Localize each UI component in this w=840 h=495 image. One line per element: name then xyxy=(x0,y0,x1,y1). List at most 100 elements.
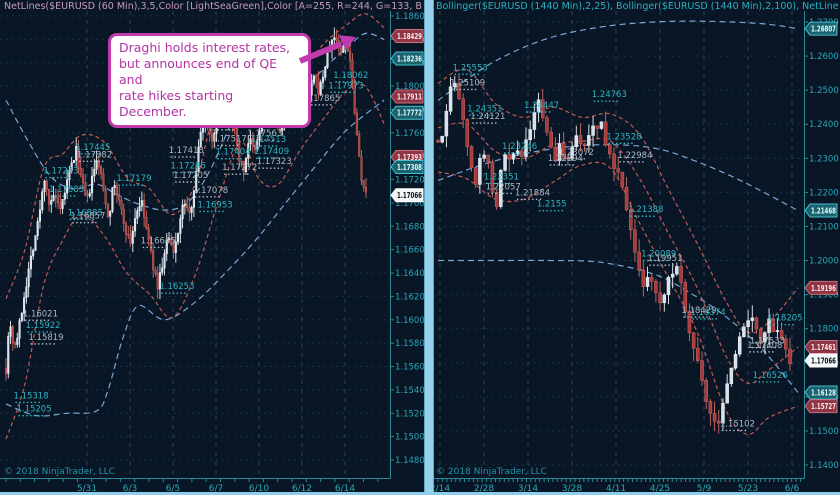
indicator-price-badge xyxy=(804,399,838,414)
annotation-callout[interactable]: Draghi holds interest rates, but announc… xyxy=(108,33,311,128)
price-axis-label: 1.1760 xyxy=(395,129,424,139)
price-axis-label: 1.1700 xyxy=(395,199,424,209)
candle-up xyxy=(725,383,729,404)
netlines-price-label: 1.15819 xyxy=(28,333,63,343)
candle-up xyxy=(88,192,91,197)
candle-down xyxy=(541,99,545,118)
lower-band-red-line xyxy=(5,83,385,440)
candle-up xyxy=(197,146,200,172)
netlines-price-label: 1.25109 xyxy=(450,78,485,88)
netlines-price-label: 1.23246 xyxy=(502,142,537,152)
candle-up xyxy=(599,121,604,129)
date-label: 4/25 xyxy=(650,484,670,494)
price-axis-label: 1.1680 xyxy=(395,222,424,232)
candle-down xyxy=(124,223,128,235)
candle-down xyxy=(717,420,721,424)
price-badge-label: 1.17308 xyxy=(397,163,422,172)
netlines-price-label: 1.17973 xyxy=(328,81,363,91)
candle-down xyxy=(4,368,8,374)
price-badge-label: 1.19196 xyxy=(811,284,836,293)
netlines-price-label: 1.16253 xyxy=(159,282,194,292)
lower-band-blue-line xyxy=(5,99,385,417)
bollinger-100-upper-line xyxy=(437,20,799,101)
candle-up xyxy=(328,48,331,53)
price-badge-label: 1.17066 xyxy=(397,191,422,200)
candle-up xyxy=(195,171,198,191)
candle-down xyxy=(59,202,62,209)
candle-down xyxy=(545,117,549,133)
candle-down xyxy=(172,244,175,253)
indicator-price-badge xyxy=(390,51,424,66)
candle-down xyxy=(649,277,654,282)
candle-down xyxy=(355,112,358,135)
candle-up xyxy=(165,239,168,254)
candle-up xyxy=(249,138,252,144)
panel-splitter[interactable] xyxy=(424,0,434,495)
price-axis-label: 1.2400 xyxy=(809,120,839,130)
date-label: 3/28 xyxy=(562,484,582,494)
candle-up xyxy=(18,320,21,339)
candle-down xyxy=(620,171,625,188)
upper-band-blue-line xyxy=(5,32,385,211)
left-chart-header: NetLines($EURUSD (60 Min),3,5,Color [Lig… xyxy=(4,1,423,12)
candle-down xyxy=(616,168,620,173)
candle-up xyxy=(775,330,780,332)
candle-up xyxy=(9,326,12,337)
price-axis-label: 1.1800 xyxy=(395,82,424,92)
candle-down xyxy=(47,188,51,205)
netlines-price-label: 1.17243 xyxy=(43,167,78,177)
price-axis-label: 1.1500 xyxy=(809,427,839,437)
candle-down xyxy=(507,154,511,160)
candle-down xyxy=(704,380,708,402)
candle-down xyxy=(362,180,365,188)
netlines-price-label: 1.15205 xyxy=(16,405,51,415)
price-axis-label: 1.2600 xyxy=(809,52,839,62)
indicator-price-badge xyxy=(804,340,838,355)
candle-down xyxy=(97,160,100,168)
candle-up xyxy=(61,199,64,209)
candle-up xyxy=(75,146,78,161)
price-badge-label: 1.18429 xyxy=(397,32,422,41)
price-axis-label: 1.1560 xyxy=(395,363,424,373)
candle-up xyxy=(41,191,44,211)
candle-up xyxy=(38,209,42,222)
candle-up xyxy=(7,336,10,374)
netlines-price-label: 1.16953 xyxy=(197,200,232,210)
left-chart-panel: 1.15318 1.15205 1.16021 1.15922 1.15819 1.172… xyxy=(0,0,424,495)
candle-down xyxy=(156,273,159,290)
indicator-price-badge xyxy=(804,203,838,218)
candle-up xyxy=(342,45,345,53)
price-badge-label: 1.17772 xyxy=(397,109,422,118)
candle-down xyxy=(251,138,254,146)
candle-up xyxy=(158,272,162,290)
candle-up xyxy=(27,268,30,288)
netlines-price-label: 1.22984 xyxy=(617,151,652,161)
candle-down xyxy=(465,119,470,147)
candle-down xyxy=(457,82,461,99)
candle-down xyxy=(337,40,340,49)
price-badge-label: 1.17461 xyxy=(811,343,836,352)
netlines-price-label: 1.17382 xyxy=(77,150,112,160)
candle-down xyxy=(147,227,150,240)
annotation-line-1: Draghi holds interest rates, xyxy=(119,40,290,55)
candle-down xyxy=(654,281,658,293)
candle-up xyxy=(742,326,746,337)
candle-up xyxy=(109,211,112,217)
netlines-price-label: 1.17865 xyxy=(305,94,340,104)
candle-down xyxy=(758,328,763,343)
netlines-price-label: 1.17323 xyxy=(257,157,292,167)
candle-up xyxy=(324,67,327,78)
netlines-price-label: 1.16526 xyxy=(753,371,788,381)
price-badge-label: 1.15727 xyxy=(811,402,836,411)
candle-up xyxy=(68,170,71,181)
candle-up xyxy=(183,204,186,206)
date-label: 6/7 xyxy=(209,484,223,494)
date-label: 6/3 xyxy=(123,484,137,494)
netlines-price-label: 1.16857 xyxy=(70,212,105,222)
date-label: 4/11 xyxy=(606,484,626,494)
candle-up xyxy=(199,131,202,148)
candle-down xyxy=(335,37,338,41)
candle-down xyxy=(349,50,352,61)
candle-up xyxy=(733,353,738,369)
